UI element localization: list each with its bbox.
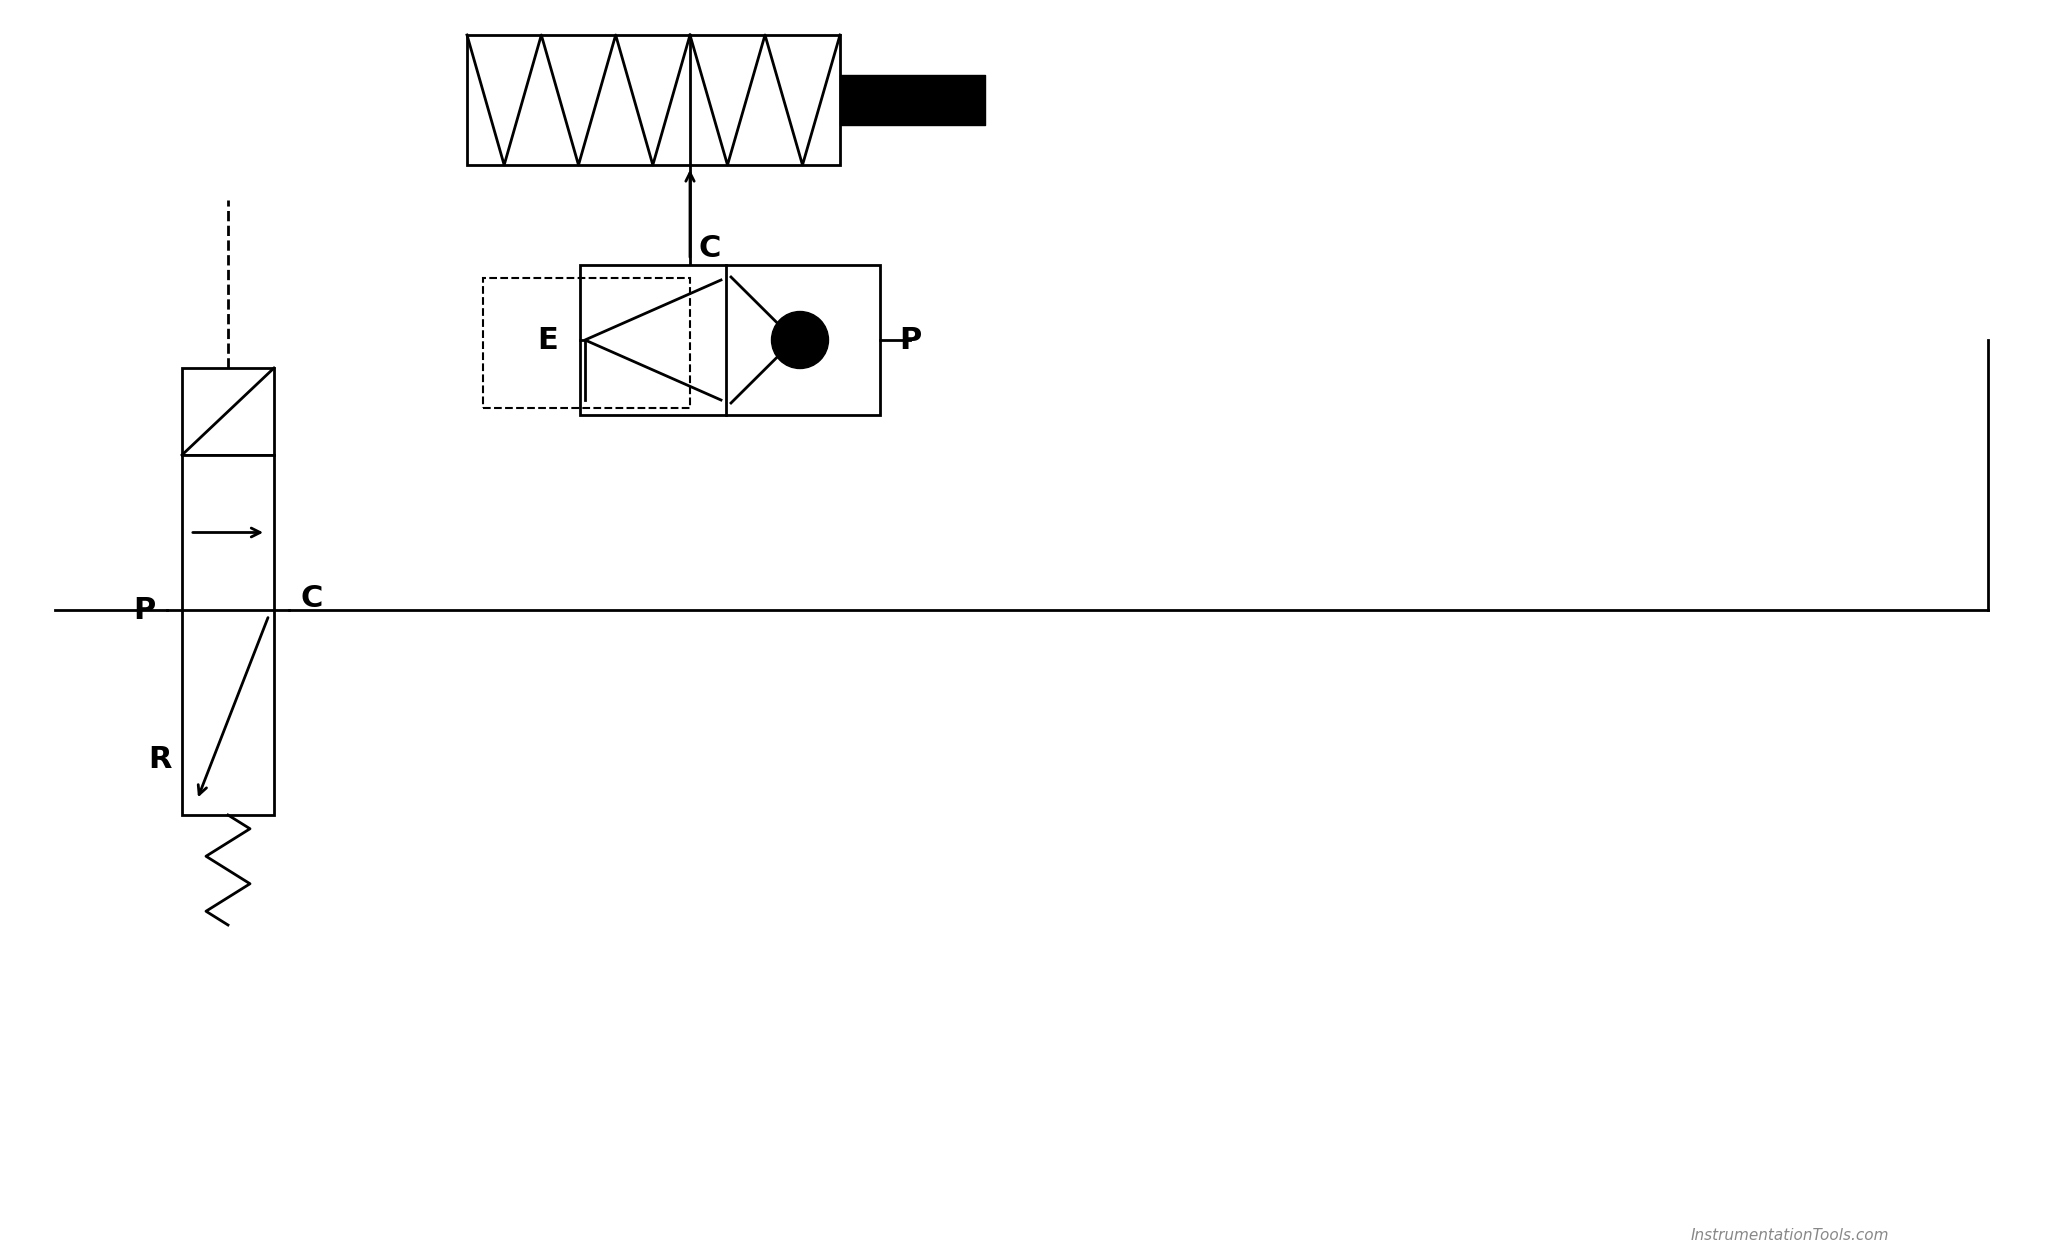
Text: R: R xyxy=(147,745,172,774)
Text: P: P xyxy=(133,596,156,625)
Text: C: C xyxy=(698,234,721,263)
Text: P: P xyxy=(899,326,922,354)
Bar xyxy=(182,368,274,455)
Bar xyxy=(182,455,274,815)
Text: C: C xyxy=(301,583,324,612)
Text: E: E xyxy=(539,326,559,354)
Text: InstrumentationTools.com: InstrumentationTools.com xyxy=(1692,1228,1888,1242)
Bar xyxy=(580,265,881,415)
Bar xyxy=(483,278,690,409)
Bar xyxy=(467,35,840,165)
Circle shape xyxy=(772,312,829,368)
